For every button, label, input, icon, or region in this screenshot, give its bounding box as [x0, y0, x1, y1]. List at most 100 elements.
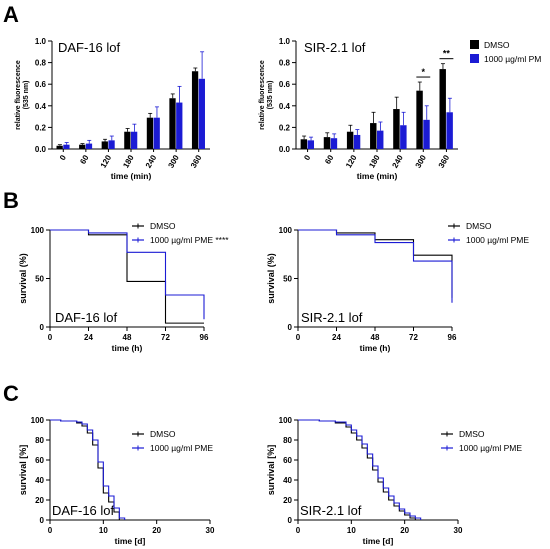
- y-tick-label: 0.8: [279, 59, 291, 68]
- y-tick-label: 0.6: [279, 80, 291, 89]
- survival-curve: [298, 419, 422, 520]
- bar: [416, 90, 423, 149]
- x-tick-label: 20: [400, 526, 409, 535]
- y-tick-label: 0.0: [279, 145, 291, 154]
- y-axis-label: relative fluorescence: [259, 60, 266, 130]
- bar: [153, 117, 160, 149]
- significance-label: *: [422, 67, 426, 77]
- x-tick-label: 120: [99, 153, 114, 170]
- x-axis-label: time [d]: [115, 536, 146, 546]
- bar: [176, 102, 183, 149]
- x-tick-label: 180: [367, 153, 382, 170]
- x-tick-label: 30: [454, 526, 463, 535]
- bar: [370, 123, 377, 149]
- bar: [169, 98, 176, 149]
- y-tick-label: 50: [35, 275, 44, 284]
- bar: [423, 119, 430, 149]
- bar: [353, 134, 361, 149]
- legend-label: DMSO: [466, 221, 492, 231]
- bar: [191, 71, 199, 149]
- bar: [131, 131, 138, 149]
- x-tick-label: 240: [144, 153, 159, 170]
- x-tick-label: 0: [58, 153, 68, 162]
- legend-label: 1000 µg/ml PME: [466, 235, 529, 245]
- chart-title: DAF-16 lof: [58, 40, 121, 55]
- y-tick-label: 100: [31, 416, 45, 425]
- x-tick-label: 24: [332, 333, 341, 342]
- x-tick-label: 60: [323, 153, 336, 166]
- y-tick-label: 100: [279, 226, 293, 235]
- x-axis-label: time (h): [112, 343, 143, 353]
- bar: [377, 130, 384, 149]
- y-tick-label: 0: [288, 323, 293, 332]
- chart-title: SIR-2.1 lof: [304, 40, 366, 55]
- x-tick-label: 60: [78, 153, 91, 166]
- bar: [63, 144, 70, 149]
- legend-label: DMSO: [150, 221, 176, 231]
- legend-label: DMSO: [484, 40, 510, 50]
- y-tick-label: 0.2: [279, 123, 291, 132]
- y-tick-label: 80: [283, 436, 292, 445]
- y-tick-label: 0.6: [35, 80, 47, 89]
- chart-title: DAF-16 lof: [52, 503, 115, 518]
- legend-swatch: [470, 40, 479, 49]
- bar: [330, 138, 338, 149]
- survival-curve: [50, 229, 205, 320]
- legend-label: 1000 µg/ml PM: [484, 54, 541, 64]
- bar: [198, 78, 205, 149]
- x-tick-label: 180: [121, 153, 136, 170]
- y-tick-label: 0: [40, 323, 45, 332]
- bar: [124, 131, 131, 149]
- bar: [85, 143, 93, 149]
- x-tick-label: 360: [189, 153, 204, 170]
- x-tick-label: 20: [152, 526, 161, 535]
- y-tick-label: 0.4: [35, 102, 47, 111]
- x-tick-label: 48: [371, 333, 380, 342]
- bar: [79, 144, 86, 149]
- x-tick-label: 96: [200, 333, 209, 342]
- y-tick-label: 1.0: [35, 37, 47, 46]
- y-tick-label: 0: [40, 516, 45, 525]
- y-tick-label: 0: [288, 516, 293, 525]
- survival-curve: [298, 229, 453, 303]
- y-tick-label: 40: [283, 476, 292, 485]
- x-tick-label: 72: [161, 333, 170, 342]
- y-tick-label: 100: [279, 416, 293, 425]
- x-tick-label: 96: [448, 333, 457, 342]
- legend-label: 1000 µg/ml PME: [150, 443, 213, 453]
- bar: [439, 69, 446, 149]
- x-tick-label: 300: [414, 153, 429, 170]
- y-axis-label-unit: (535 nm): [267, 81, 274, 110]
- y-tick-label: 0.2: [35, 123, 47, 132]
- y-axis-label: survival (%): [266, 253, 276, 304]
- y-axis-label: relative fluorescence: [15, 60, 22, 130]
- bar: [146, 117, 154, 149]
- y-axis-label: survival (%): [18, 253, 28, 304]
- y-tick-label: 60: [283, 456, 292, 465]
- y-tick-label: 0.4: [279, 102, 291, 111]
- y-tick-label: 40: [35, 476, 44, 485]
- bar: [323, 137, 331, 149]
- legend-label: DMSO: [150, 429, 176, 439]
- x-tick-label: 0: [48, 526, 53, 535]
- y-tick-label: 80: [35, 436, 44, 445]
- x-axis-label: time [d]: [363, 536, 394, 546]
- bar: [108, 140, 115, 149]
- bar: [56, 145, 63, 149]
- panel-letter-c: C: [3, 381, 19, 406]
- y-axis-label-unit: (535 nm): [23, 81, 30, 110]
- x-axis-label: time (h): [360, 343, 391, 353]
- y-tick-label: 0.8: [35, 59, 47, 68]
- x-tick-label: 240: [390, 153, 405, 170]
- panel-letter-a: A: [3, 2, 19, 27]
- legend-label: DMSO: [459, 429, 485, 439]
- x-tick-label: 48: [123, 333, 132, 342]
- x-tick-label: 24: [84, 333, 93, 342]
- bar: [400, 125, 407, 149]
- chart-title: SIR-2.1 lof: [301, 310, 363, 325]
- legend-label: 1000 µg/ml PME: [459, 443, 522, 453]
- chart-title: SIR-2.1 lof: [300, 503, 362, 518]
- x-tick-label: 72: [409, 333, 418, 342]
- x-tick-label: 30: [206, 526, 215, 535]
